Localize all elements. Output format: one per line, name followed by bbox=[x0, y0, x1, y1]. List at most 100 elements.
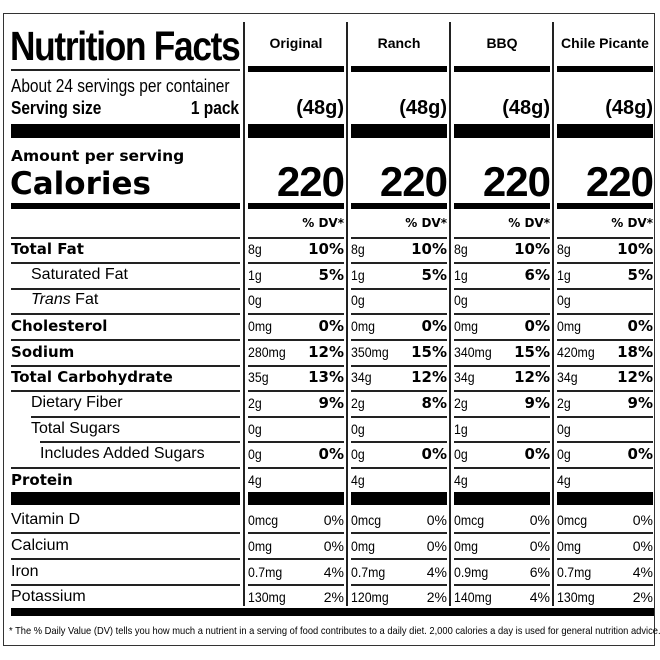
row-divider bbox=[557, 339, 653, 341]
nutrient-cholesterol: Cholesterol bbox=[11, 317, 108, 335]
row-divider bbox=[248, 390, 344, 392]
nutrient-amount: 8g bbox=[248, 241, 262, 257]
vitamin-amount: 120mg bbox=[351, 589, 389, 605]
nutrient-dietary-fiber: Dietary Fiber bbox=[31, 394, 123, 411]
column-divider bbox=[552, 22, 554, 606]
column-divider-bar bbox=[248, 66, 344, 72]
potassium: Potassium bbox=[11, 588, 86, 605]
row-divider bbox=[11, 339, 240, 341]
nutrient-amount: 1g bbox=[248, 267, 262, 283]
column-header-chile-picante: Chile Picante bbox=[561, 35, 649, 51]
nutrient-amount: 4g bbox=[454, 472, 468, 488]
serving-grams: (48g) bbox=[399, 97, 447, 119]
row-divider bbox=[11, 365, 240, 367]
nutrient-total-fat: Total Fat bbox=[11, 240, 84, 258]
nutrient-dv: 10% bbox=[411, 240, 447, 258]
nutrient-amount: 0g bbox=[248, 446, 262, 462]
column-divider bbox=[449, 22, 451, 606]
vitamin-amount: 0mcg bbox=[248, 512, 279, 528]
nutrient-dv: 6% bbox=[524, 266, 550, 284]
row-divider bbox=[40, 441, 240, 443]
vitamin-dv: 0% bbox=[426, 538, 447, 554]
row-divider bbox=[11, 390, 240, 392]
nutrient-amount: 0mg bbox=[454, 318, 478, 334]
medium-divider bbox=[454, 203, 550, 209]
row-divider bbox=[557, 441, 653, 443]
medium-divider bbox=[351, 203, 447, 209]
thick-divider bbox=[11, 124, 240, 138]
medium-divider bbox=[557, 203, 653, 209]
serving-grams: (48g) bbox=[605, 97, 653, 119]
nutrient-dv: 0% bbox=[421, 445, 447, 463]
row-divider bbox=[454, 237, 550, 239]
vitamin-amount: 130mg bbox=[248, 589, 286, 605]
column-divider-bar bbox=[351, 66, 447, 72]
row-divider bbox=[454, 262, 550, 264]
nutrient-saturated-fat: Saturated Fat bbox=[31, 266, 128, 283]
row-divider bbox=[454, 467, 550, 469]
nutrient-amount: 2g bbox=[248, 395, 262, 411]
medium-divider bbox=[11, 203, 240, 209]
row-divider bbox=[351, 441, 447, 443]
row-divider bbox=[248, 262, 344, 264]
row-divider bbox=[557, 416, 653, 418]
row-divider bbox=[557, 365, 653, 367]
row-divider bbox=[557, 390, 653, 392]
dv-header: % DV* bbox=[611, 216, 653, 230]
thick-divider bbox=[351, 124, 447, 138]
nutrient-amount: 350mg bbox=[351, 344, 389, 360]
nutrient-amount: 1g bbox=[454, 267, 468, 283]
row-divider bbox=[11, 288, 240, 290]
bottom-thick-divider bbox=[11, 608, 654, 616]
vitamin-dv: 0% bbox=[323, 512, 344, 528]
dv-header: % DV* bbox=[302, 216, 344, 230]
row-divider bbox=[248, 584, 344, 586]
thick-divider bbox=[557, 492, 653, 505]
row-divider bbox=[351, 532, 447, 534]
vitamin-dv: 2% bbox=[426, 589, 447, 605]
row-divider bbox=[351, 262, 447, 264]
vitamin-dv: 2% bbox=[323, 589, 344, 605]
vitamin-amount: 0mg bbox=[248, 538, 272, 554]
nutrient-dv: 8% bbox=[421, 394, 447, 412]
thick-divider bbox=[248, 492, 344, 505]
nutrient-dv: 9% bbox=[524, 394, 550, 412]
row-divider bbox=[248, 313, 344, 315]
nutrient-dv: 10% bbox=[617, 240, 653, 258]
row-divider bbox=[454, 339, 550, 341]
nutrient-dv: 0% bbox=[627, 317, 653, 335]
vitamin-dv: 4% bbox=[426, 564, 447, 580]
row-divider bbox=[248, 558, 344, 560]
vitamin-dv: 4% bbox=[323, 564, 344, 580]
serving-grams: (48g) bbox=[296, 97, 344, 119]
vitamin-amount: 140mg bbox=[454, 589, 492, 605]
nutrient-amount: 0mg bbox=[557, 318, 581, 334]
row-divider bbox=[454, 558, 550, 560]
nutrient-trans-fat: Trans Fat bbox=[31, 291, 99, 308]
row-divider bbox=[454, 584, 550, 586]
row-divider bbox=[11, 237, 240, 239]
nutrient-amount: 34g bbox=[557, 369, 578, 385]
dv-header: % DV* bbox=[405, 216, 447, 230]
iron: Iron bbox=[11, 563, 39, 580]
serving-size-label: Serving size bbox=[11, 98, 102, 118]
nutrient-amount: 420mg bbox=[557, 344, 595, 360]
row-divider bbox=[557, 288, 653, 290]
row-divider bbox=[248, 467, 344, 469]
row-divider bbox=[351, 237, 447, 239]
servings-per-container: About 24 servings per container bbox=[11, 76, 230, 96]
vitamin-amount: 0.9mg bbox=[454, 564, 489, 580]
row-divider bbox=[351, 416, 447, 418]
nutrient-amount: 0g bbox=[248, 292, 262, 308]
nutrient-dv: 5% bbox=[318, 266, 344, 284]
nutrient-added-sugars: Includes Added Sugars bbox=[40, 445, 205, 462]
nutrient-amount: 35g bbox=[248, 369, 269, 385]
nutrient-amount: 0g bbox=[557, 421, 571, 437]
thick-divider bbox=[248, 124, 344, 138]
nutrient-amount: 1g bbox=[557, 267, 571, 283]
calcium: Calcium bbox=[11, 537, 69, 554]
nutrient-dv: 18% bbox=[617, 343, 653, 361]
row-divider bbox=[248, 237, 344, 239]
row-divider bbox=[557, 237, 653, 239]
nutrient-sodium: Sodium bbox=[11, 343, 75, 361]
